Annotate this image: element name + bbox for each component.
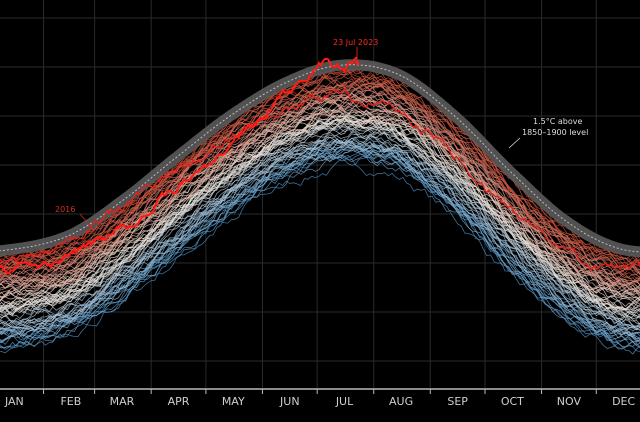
ensemble-line xyxy=(0,86,640,288)
ensemble-line xyxy=(0,140,640,342)
x-tick-label: DEC xyxy=(612,395,635,408)
ensemble-lines xyxy=(0,64,640,355)
annotation-threshold-line2: 1850–1900 level xyxy=(522,128,588,137)
threshold-band xyxy=(0,59,640,258)
x-tick-label: JAN xyxy=(4,395,24,408)
ensemble-line xyxy=(0,106,640,300)
ensemble-line xyxy=(0,116,640,319)
x-tick-label: FEB xyxy=(60,395,81,408)
annotation-2023: 23 Jul 2023 xyxy=(333,38,378,47)
series-end-marker xyxy=(355,61,360,66)
ensemble-line xyxy=(0,114,640,310)
x-tick-label: JUN xyxy=(279,395,300,408)
annotation-2016: 2016 xyxy=(55,205,75,214)
ensemble-line xyxy=(0,131,640,329)
ensemble-line xyxy=(0,127,640,333)
ensemble-line xyxy=(0,136,640,327)
ensemble-line xyxy=(0,154,640,348)
ensemble-line xyxy=(0,78,640,282)
x-tick-label: AUG xyxy=(389,395,413,408)
ensemble-line xyxy=(0,119,640,324)
ensemble-line xyxy=(0,99,640,305)
ensemble-line xyxy=(0,69,640,272)
ensemble-line xyxy=(0,137,640,344)
x-tick-label: APR xyxy=(168,395,190,408)
ensemble-line xyxy=(0,69,640,268)
x-tick-label: SEP xyxy=(447,395,468,408)
ensemble-line xyxy=(0,149,640,350)
ensemble-line xyxy=(0,112,640,310)
x-axis: JAN FEB MAR APR MAY JUN JUL AUG SEP OCT NOV DEC xyxy=(0,388,640,408)
ensemble-line xyxy=(0,137,640,335)
ensemble-line xyxy=(0,146,640,346)
ensemble-line xyxy=(0,133,640,328)
ensemble-line xyxy=(0,118,640,312)
annotation-threshold-line1: 1.5°C above xyxy=(533,117,582,126)
grid xyxy=(0,0,640,388)
annotation-threshold-pointer xyxy=(508,137,521,149)
x-tick-label: NOV xyxy=(557,395,582,408)
ensemble-line xyxy=(0,79,640,271)
highlight-series xyxy=(0,56,640,275)
x-tick-label: JUL xyxy=(335,395,354,408)
ensemble-line xyxy=(0,80,640,275)
annotations: 2016 23 Jul 2023 1.5°C above 1850–1900 l… xyxy=(55,38,588,229)
x-tick-label: MAY xyxy=(222,395,245,408)
annotation-2016-pointer xyxy=(79,213,93,229)
ensemble-line xyxy=(0,126,640,330)
threshold-center-line xyxy=(0,64,640,253)
ensemble-line xyxy=(0,70,640,271)
x-tick-label: OCT xyxy=(501,395,524,408)
series-line-1 xyxy=(0,56,358,275)
series-line-0 xyxy=(0,87,640,272)
x-tick-label: MAR xyxy=(110,395,135,408)
